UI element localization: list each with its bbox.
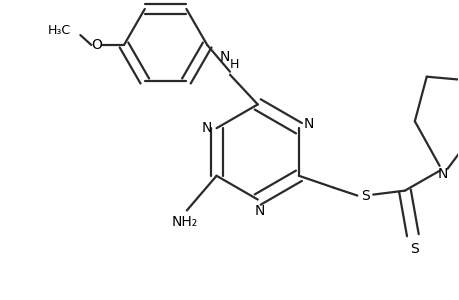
Text: H: H xyxy=(229,58,238,71)
Text: N: N xyxy=(219,50,230,64)
Text: S: S xyxy=(360,189,369,202)
Text: S: S xyxy=(409,242,418,256)
Text: N: N xyxy=(254,204,264,218)
Text: O: O xyxy=(90,38,101,52)
Text: N: N xyxy=(201,121,212,135)
Text: N: N xyxy=(303,117,313,131)
Text: N: N xyxy=(437,167,447,181)
Text: NH₂: NH₂ xyxy=(171,215,197,229)
Text: H₃C: H₃C xyxy=(47,24,70,37)
